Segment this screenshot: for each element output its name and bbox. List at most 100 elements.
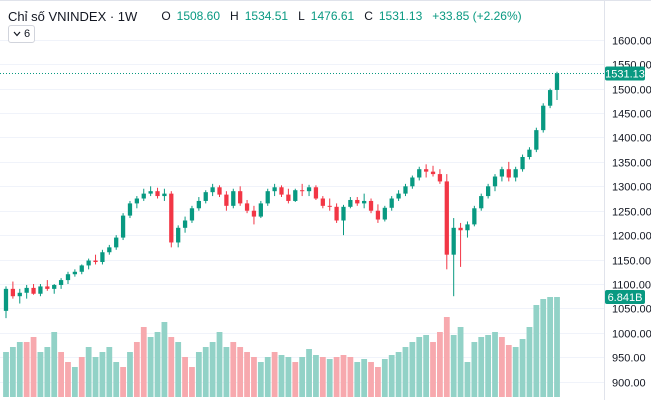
candle: [217, 185, 222, 198]
candle: [272, 183, 277, 197]
candle-body: [396, 193, 401, 199]
candle: [437, 169, 443, 184]
candle: [396, 190, 401, 201]
volume-bar: [347, 357, 354, 397]
volume-bar: [175, 342, 182, 397]
open-value: 1508.60: [176, 9, 221, 23]
volume-bar: [450, 335, 457, 397]
candle-body: [327, 205, 332, 207]
volume-bar: [388, 355, 395, 397]
volume-bar: [375, 367, 381, 397]
candle-body: [506, 169, 511, 178]
candle: [279, 185, 284, 198]
candle: [244, 199, 250, 214]
candle-body: [465, 224, 470, 231]
symbol-title[interactable]: Chỉ số VNINDEX · 1W: [8, 8, 138, 24]
volume-bar: [306, 349, 312, 397]
candle-body: [300, 190, 305, 192]
volume-bar: [106, 347, 113, 397]
candle: [182, 216, 188, 233]
candle: [38, 283, 43, 297]
candle-body: [114, 237, 119, 248]
candle-body: [38, 286, 43, 294]
candle-body: [368, 200, 374, 211]
high-value: 1534.51: [244, 9, 289, 23]
volume-bar: [230, 342, 237, 397]
candle-body: [196, 200, 201, 209]
candle-body: [513, 169, 518, 178]
candle-body: [52, 284, 57, 289]
candle-body: [251, 210, 257, 217]
volume-bar: [168, 337, 175, 397]
volume-bar: [285, 357, 292, 397]
candle-body: [134, 198, 139, 204]
volume-bar: [44, 347, 51, 397]
candle: [451, 218, 456, 297]
price-axis[interactable]: 1600.001550.001500.001450.001400.001350.…: [612, 36, 651, 390]
price-tick-label: 1300.00: [612, 182, 651, 194]
candle: [231, 188, 236, 209]
candle: [286, 188, 291, 204]
price-tick-label: 950.00: [612, 353, 646, 365]
candle: [513, 166, 518, 182]
candle: [224, 191, 229, 211]
candle-body: [541, 105, 546, 131]
candle: [52, 283, 57, 294]
candle-body: [72, 271, 78, 275]
candle-body: [155, 191, 160, 197]
candle: [258, 200, 263, 219]
candle: [107, 244, 112, 255]
candle: [134, 196, 139, 209]
candle-body: [334, 206, 339, 221]
price-tick-label: 1100.00: [612, 280, 651, 292]
volume-bar: [209, 342, 216, 397]
price-tick-label: 1500.00: [612, 85, 651, 97]
candle-body: [375, 210, 381, 220]
price-tick-label: 1350.00: [612, 158, 651, 170]
volume-bar: [402, 347, 409, 397]
volume-bar: [195, 352, 202, 397]
volume-bar: [78, 357, 85, 397]
indicators-toggle-button[interactable]: 6: [8, 25, 36, 43]
candle-body: [100, 252, 105, 263]
volume-bar: [361, 359, 368, 397]
volume-bar: [264, 357, 271, 397]
candle-body: [182, 220, 188, 228]
candle-body: [141, 193, 146, 199]
candle-body: [120, 215, 126, 238]
candle-body: [279, 187, 284, 195]
volume-bar: [85, 347, 92, 397]
candle-body: [58, 280, 64, 285]
candle: [86, 258, 91, 270]
volume-bar: [216, 332, 223, 397]
candle-body: [10, 288, 16, 297]
candle: [403, 183, 408, 197]
candle-body: [382, 207, 387, 220]
candle: [72, 269, 78, 277]
volume-bar: [319, 357, 326, 397]
volume-bar: [492, 332, 498, 397]
candle-body: [293, 190, 298, 201]
volume-bar: [478, 337, 485, 397]
volume-bar: [409, 342, 416, 397]
candle: [148, 186, 153, 197]
candle: [410, 175, 415, 189]
candle-body: [389, 198, 394, 208]
candle-body: [424, 169, 429, 172]
volume-bar: [133, 342, 140, 397]
volume-bar: [65, 362, 71, 397]
price-tick-label: 1600.00: [612, 36, 651, 48]
candle: [541, 103, 546, 133]
candle-body: [417, 169, 422, 178]
volume-bar: [58, 352, 64, 397]
volume-bar: [244, 352, 250, 397]
volume-bar: [354, 362, 361, 397]
change-value: +33.85 (+2.26%): [432, 9, 522, 23]
candle: [162, 188, 167, 201]
candle-body: [430, 171, 436, 175]
candle: [306, 184, 312, 197]
volume-bar: [299, 357, 306, 397]
